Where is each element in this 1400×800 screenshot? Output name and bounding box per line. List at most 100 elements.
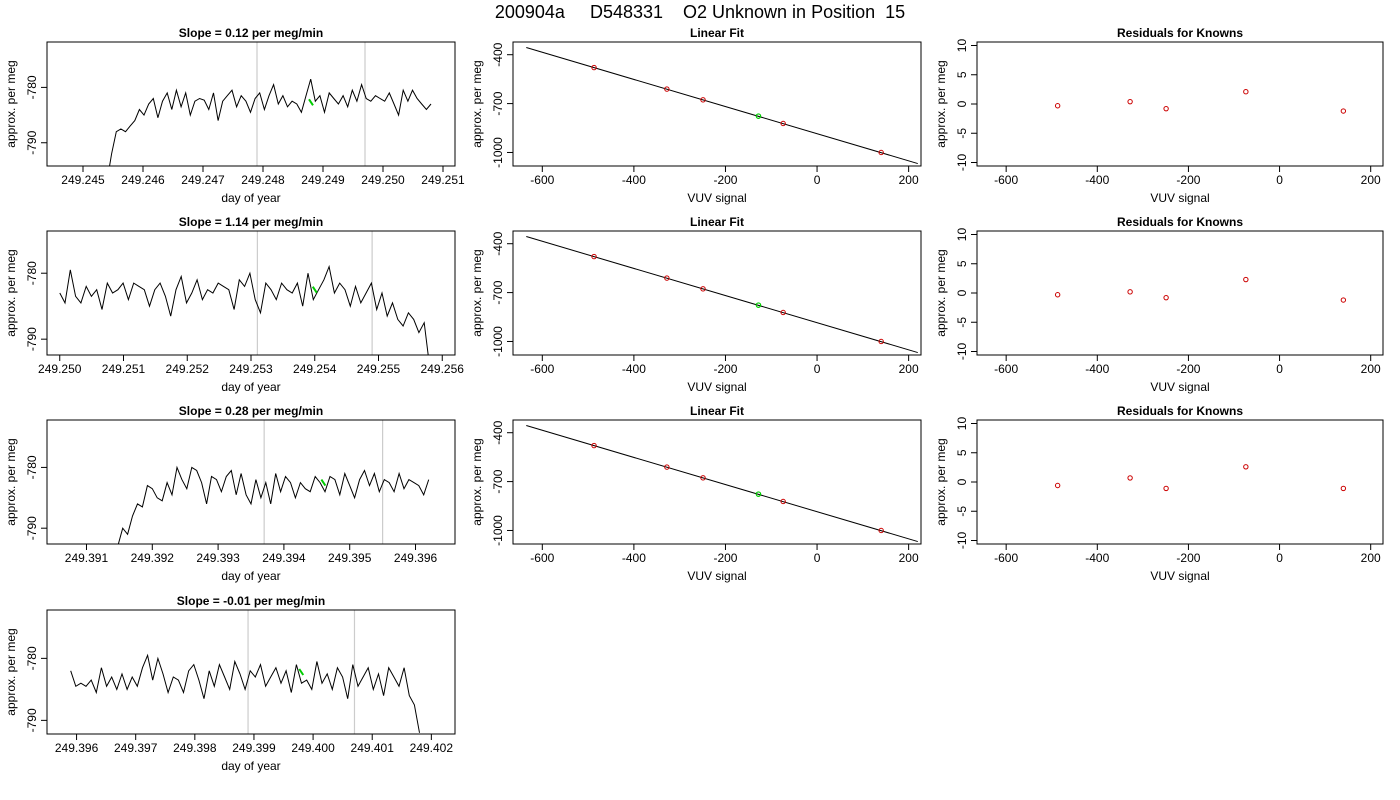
data-point <box>1163 294 1169 301</box>
data-point <box>1054 103 1061 109</box>
y-axis-label: approx. per meg <box>470 249 484 336</box>
x-tick-label: -400 <box>1085 551 1109 565</box>
x-tick-label: 249.245 <box>61 173 105 187</box>
data-point <box>1054 482 1061 489</box>
y-tick-label: -700 <box>491 280 505 304</box>
y-axis-label: approx. per meg <box>4 60 18 147</box>
chart-panel-4: Slope = 1.14 per meg/min day of year appro… <box>4 215 464 394</box>
x-tick-label: 249.247 <box>181 173 225 187</box>
data-point <box>878 149 884 156</box>
data-point <box>1340 108 1347 114</box>
x-tick-label: 249.396 <box>394 551 438 565</box>
y-tick-label: 0 <box>955 289 969 296</box>
data-point <box>780 498 786 505</box>
chart-title: Residuals for Knowns <box>1117 215 1243 229</box>
y-tick-label: 10 <box>955 228 969 242</box>
plot-frame <box>976 41 1384 167</box>
series-line <box>70 653 420 733</box>
x-tick-label: 249.398 <box>173 741 217 755</box>
plot-area <box>1054 464 1347 492</box>
y-tick-label: -780 <box>25 646 39 670</box>
data-point <box>1163 485 1169 492</box>
y-axis-label: approx. per meg <box>470 60 484 147</box>
y-tick-label: 10 <box>955 39 969 53</box>
y-tick-label: -780 <box>25 261 39 285</box>
x-tick-label: 200 <box>1361 551 1381 565</box>
y-tick-label: 10 <box>955 417 969 431</box>
chart-panel-10: Slope = -0.01 per meg/min day of year appr… <box>4 594 456 773</box>
x-tick-label: -200 <box>713 551 737 565</box>
plot-area <box>117 420 430 544</box>
unknown-marker <box>298 668 305 676</box>
data-point <box>878 338 884 345</box>
plot-area <box>109 42 432 166</box>
y-tick-label: -780 <box>25 455 39 479</box>
x-axis-label: VUV signal <box>687 191 746 205</box>
x-tick-label: 249.396 <box>55 741 99 755</box>
x-tick-label: -400 <box>622 362 646 376</box>
data-point <box>1127 475 1133 481</box>
y-tick-label: 0 <box>955 100 969 107</box>
x-axis-label: VUV signal <box>1150 380 1209 394</box>
data-point <box>1243 89 1249 95</box>
y-axis-label: approx. per meg <box>934 60 948 147</box>
x-axis-label: day of year <box>221 380 280 394</box>
data-point <box>664 86 670 92</box>
data-point <box>1340 297 1347 303</box>
y-axis-label: approx. per meg <box>934 438 948 525</box>
x-tick-label: 249.393 <box>196 551 240 565</box>
x-axis-label: day of year <box>221 191 280 205</box>
chart-title: Slope = 0.28 per meg/min <box>179 404 323 418</box>
x-tick-label: 0 <box>1276 362 1283 376</box>
x-tick-label: 249.249 <box>301 173 345 187</box>
y-tick-label: -400 <box>491 231 505 255</box>
x-tick-label: 200 <box>899 362 919 376</box>
y-tick-label: 5 <box>955 71 969 78</box>
data-point <box>1243 276 1249 283</box>
data-point <box>700 475 706 481</box>
plot-area <box>1054 89 1347 114</box>
y-tick-label: 5 <box>955 449 969 456</box>
x-tick-label: 249.401 <box>351 741 395 755</box>
x-axis-label: VUV signal <box>687 569 746 583</box>
x-axis-label: VUV signal <box>1150 191 1209 205</box>
plot-area <box>526 425 918 543</box>
x-tick-label: 249.248 <box>241 173 285 187</box>
data-point <box>878 527 884 534</box>
chart-panel-1: Slope = 0.12 per meg/min day of year appro… <box>4 26 465 205</box>
chart-title: Linear Fit <box>690 26 744 40</box>
x-axis-label: day of year <box>221 569 280 583</box>
chart-title: Linear Fit <box>690 404 744 418</box>
data-point <box>1054 292 1061 298</box>
x-axis-label: VUV signal <box>1150 569 1209 583</box>
y-tick-label: 0 <box>955 478 969 485</box>
x-tick-label: -200 <box>1176 551 1200 565</box>
y-axis-label: approx. per meg <box>4 438 18 525</box>
chart-panel-5: Linear Fit VUV signal approx. per meg -600 -… <box>470 215 922 394</box>
chart-title: Residuals for Knowns <box>1117 404 1243 418</box>
unknown-marker <box>311 286 318 294</box>
x-tick-label: -200 <box>713 173 737 187</box>
x-axis-label: VUV signal <box>687 380 746 394</box>
x-tick-label: 0 <box>814 173 821 187</box>
x-tick-label: 249.255 <box>357 362 401 376</box>
x-tick-label: -200 <box>1176 173 1200 187</box>
chart-title: Slope = 1.14 per meg/min <box>179 215 323 229</box>
plot-frame <box>46 419 456 545</box>
x-tick-label: 249.251 <box>102 362 146 376</box>
data-point <box>1127 98 1133 105</box>
x-tick-label: 249.402 <box>410 741 454 755</box>
plot-frame <box>976 419 1384 545</box>
x-tick-label: -200 <box>1176 362 1200 376</box>
unknown-marker <box>308 98 314 106</box>
x-tick-label: -600 <box>530 362 554 376</box>
unknown-point <box>755 113 762 119</box>
plot-frame <box>512 41 922 167</box>
plot-area <box>59 231 429 355</box>
y-axis-label: approx. per meg <box>4 249 18 336</box>
y-tick-label: 5 <box>955 260 969 267</box>
plot-frame <box>46 230 456 356</box>
chart-panel-7: Slope = 0.28 per meg/min day of year appro… <box>4 404 456 583</box>
unknown-point <box>755 302 762 308</box>
